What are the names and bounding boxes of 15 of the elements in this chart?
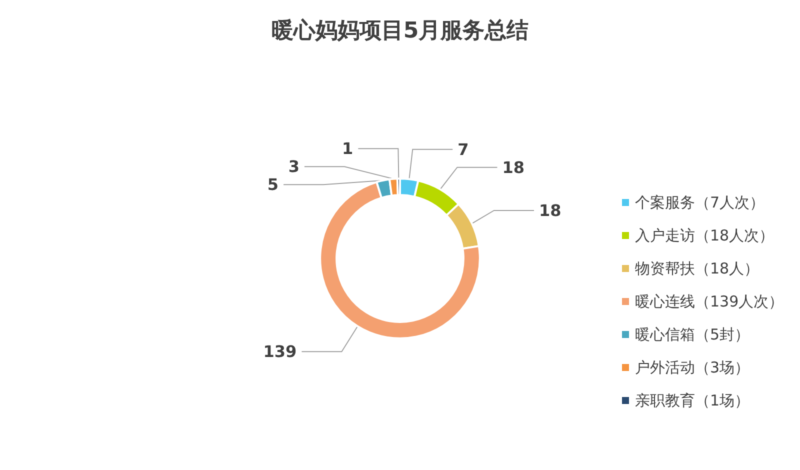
legend-label: 物资帮扶（18人） <box>635 260 760 278</box>
data-label: 7 <box>458 140 469 159</box>
legend-label: 户外活动（3场） <box>635 358 750 376</box>
legend-label: 亲职教育（1场） <box>635 392 750 410</box>
data-label: 3 <box>288 157 300 176</box>
data-label: 18 <box>538 200 562 220</box>
legend-label: 暖心连线（139人次） <box>635 292 784 310</box>
legend-label: 入户走访（18人次） <box>635 226 774 244</box>
data-label: 1 <box>342 139 354 158</box>
legend-label: 个案服务（7人次） <box>635 194 765 212</box>
data-label: 139 <box>263 342 297 362</box>
data-label: 18 <box>502 158 524 177</box>
data-label: 5 <box>267 175 279 194</box>
chart-title: 暖心妈妈项目5月服务总结 <box>271 18 529 44</box>
legend-label: 暖心信箱（5封） <box>635 326 750 344</box>
